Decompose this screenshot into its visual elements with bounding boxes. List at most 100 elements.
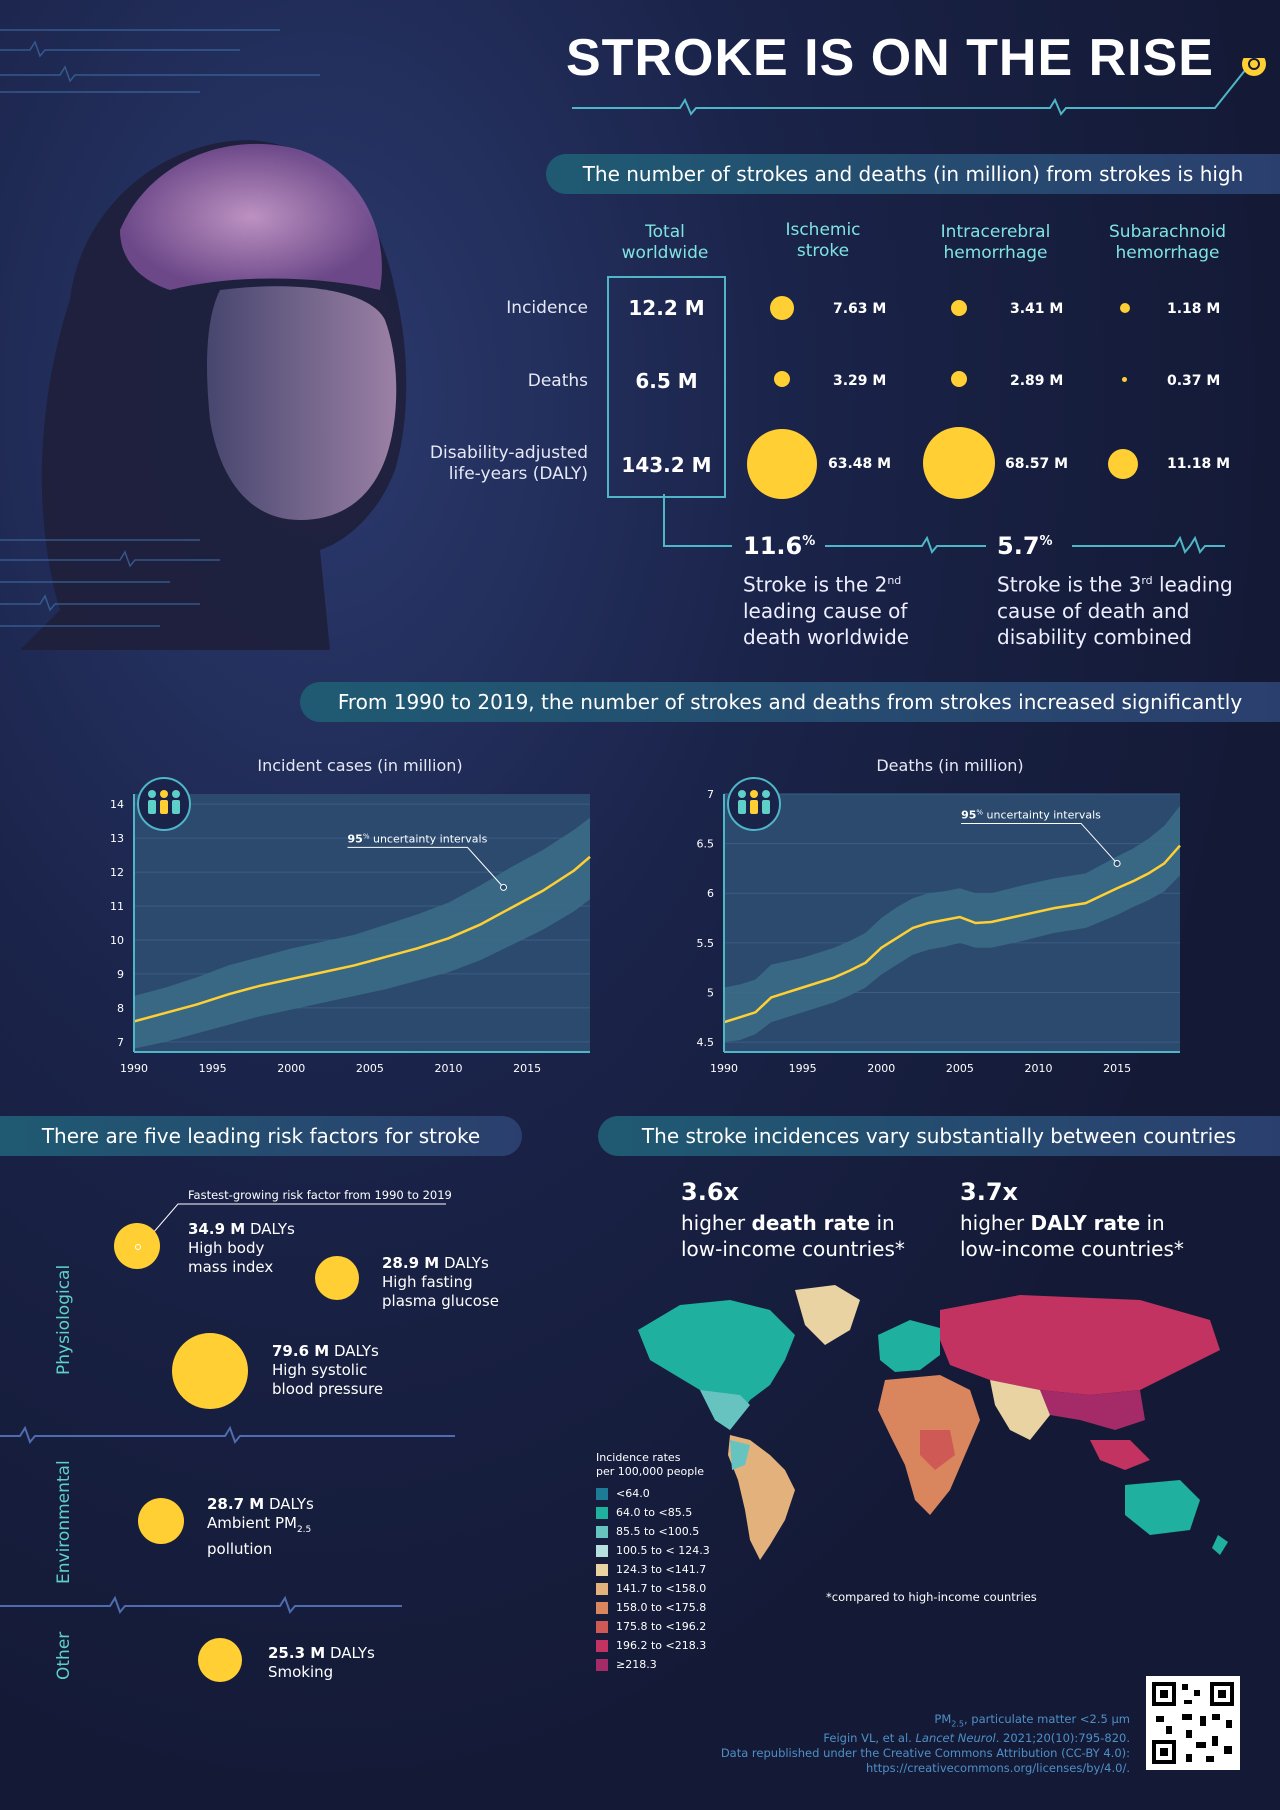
total-incidence: 12.2 M — [628, 296, 705, 320]
legend-title-l2: per 100,000 people — [596, 1465, 705, 1478]
uncertainty-band — [724, 805, 1180, 1043]
map-southeast-asia — [1090, 1440, 1150, 1470]
stat1-value: 11.6% — [743, 532, 815, 560]
chart1-title: Incident cases (in million) — [257, 756, 463, 775]
chart2-title: Deaths (in million) — [876, 756, 1024, 775]
map-new-zealand — [1212, 1535, 1228, 1555]
stat2-l3: disability combined — [997, 624, 1192, 649]
legend-label: 124.3 to <141.7 — [616, 1563, 707, 1576]
risk-smoking-value: 25.3 M — [268, 1644, 326, 1662]
legend-item: 175.8 to <196.2 — [596, 1620, 706, 1633]
y-tick-label: 7 — [117, 1036, 124, 1049]
risk-smoking-unit: DALYs — [325, 1644, 375, 1662]
deaths-chart: 4.5 5 5.5 6 6.5 7 1990 1995 2000 2005 2010 2015 95% … — [697, 777, 1181, 1075]
stat1-l1sup: nd — [887, 574, 902, 587]
val-ischemic-deaths: 3.29 M — [833, 373, 887, 389]
risk-pm-sub: 2.5 — [296, 1525, 312, 1535]
y-tick-label: 10 — [110, 934, 124, 947]
col-ischemic-l1: Ischemic — [785, 220, 861, 240]
map-central-africa — [920, 1430, 955, 1470]
x-tick-label: 1990 — [710, 1062, 738, 1075]
stat1-l3: death worldwide — [743, 624, 910, 649]
col-intracerebral-l2: hemorrhage — [943, 243, 1048, 263]
qr-pattern — [1152, 1682, 1234, 1764]
footer-l2b: Lancet Neurol — [915, 1731, 996, 1746]
val-ischemic-incidence: 7.63 M — [833, 301, 887, 317]
y-tick-label: 14 — [110, 798, 124, 811]
footer-l4: https://creativecommons.org/licenses/by/… — [865, 1761, 1130, 1776]
legend-label: 196.2 to <218.3 — [616, 1639, 707, 1652]
x-tick-label: 2010 — [1024, 1062, 1052, 1075]
col-subarachnoid: Subarachnoid hemorrhage — [1090, 222, 1245, 264]
row-label-daly: Disability-adjusted life-years (DALY) — [430, 443, 588, 485]
val-intracerebral-deaths: 2.89 M — [1010, 373, 1064, 389]
row-label-incidence: Incidence — [506, 298, 588, 318]
stat1-text: Stroke is the 2nd leading cause of death… — [743, 568, 909, 650]
legend-label: ≥218.3 — [616, 1658, 657, 1671]
dot-risk-glucose — [315, 1256, 359, 1300]
x-tick-label: 2015 — [513, 1062, 541, 1075]
map-note: *compared to high-income countries — [826, 1590, 1037, 1604]
legend-item: 196.2 to <218.3 — [596, 1639, 706, 1652]
stat1-l1: Stroke is the 2 — [743, 572, 888, 597]
qr-code[interactable] — [1146, 1676, 1240, 1770]
legend-title: Incidence rates per 100,000 people — [596, 1451, 704, 1479]
row-label-daly-l1: Disability-adjusted — [429, 443, 588, 463]
dot-intracerebral-incidence — [951, 300, 967, 316]
decor-lines-top — [0, 29, 320, 93]
y-tick-label: 8 — [117, 1002, 124, 1015]
risk-pm: 28.7 M DALYs Ambient PM2.5 pollution — [207, 1495, 314, 1559]
risk-smoking: 25.3 M DALYs Smoking — [268, 1644, 375, 1682]
legend-label: 175.8 to <196.2 — [616, 1620, 707, 1633]
col-total-l1: Total — [645, 222, 685, 242]
x-tick-label: 2010 — [434, 1062, 462, 1075]
risk-bmi-name1: High body — [188, 1239, 265, 1257]
val-ischemic-daly: 63.48 M — [828, 456, 892, 472]
legend-swatch — [596, 1487, 608, 1500]
y-tick-label: 9 — [117, 968, 124, 981]
dot-subarachnoid-daly — [1108, 449, 1138, 479]
total-box — [607, 276, 726, 498]
x-tick-label: 2000 — [867, 1062, 895, 1075]
legend-item: 124.3 to <141.7 — [596, 1563, 706, 1576]
footer-l2c: . 2021;20(10):795-820. — [995, 1731, 1130, 1746]
stat2-text: Stroke is the 3rd leading cause of death… — [997, 568, 1233, 650]
y-tick-label: 5 — [707, 986, 714, 999]
y-tick-label: 12 — [110, 866, 124, 879]
stat2-num: 5.7 — [997, 532, 1040, 560]
stat1-unit: % — [802, 534, 816, 549]
legend-swatch — [596, 1582, 608, 1595]
val-subarachnoid-deaths: 0.37 M — [1167, 373, 1221, 389]
footer-l1b: , particulate matter <2.5 µm — [963, 1712, 1130, 1726]
legend-item: ≥218.3 — [596, 1658, 657, 1671]
stat2-l1: Stroke is the 3 — [997, 572, 1142, 597]
legend-item: 64.0 to <85.5 — [596, 1506, 692, 1519]
legend-item: <64.0 — [596, 1487, 650, 1500]
map-south-america — [728, 1435, 795, 1560]
page-title: STROKE IS ON THE RISE — [566, 29, 1214, 87]
x-tick-label: 2000 — [277, 1062, 305, 1075]
x-tick-label: 2015 — [1103, 1062, 1131, 1075]
legend-item: 85.5 to <100.5 — [596, 1525, 699, 1538]
y-tick-label: 13 — [110, 832, 124, 845]
x-tick-label: 2005 — [356, 1062, 384, 1075]
map-china — [1040, 1390, 1145, 1430]
legend-item: 100.5 to < 124.3 — [596, 1544, 710, 1557]
section4-banner: The stroke incidences vary substantially… — [598, 1116, 1280, 1156]
legend-item: 141.7 to <158.0 — [596, 1582, 706, 1595]
stat1-l2: leading cause of — [743, 598, 908, 623]
y-tick-label: 6 — [707, 887, 714, 900]
annotation-label: 95% uncertainty intervals — [348, 832, 488, 845]
risk-bp-name2: blood pressure — [272, 1380, 384, 1398]
series-line — [133, 855, 591, 1023]
dot-risk-pm — [138, 1498, 184, 1544]
annotation-leader — [961, 822, 1118, 864]
map-stat2-b: DALY rate — [1030, 1211, 1141, 1235]
section2-banner: From 1990 to 2019, the number of strokes… — [300, 682, 1280, 722]
section1-banner: The number of strokes and deaths (in mil… — [546, 154, 1280, 194]
legend-swatch — [596, 1563, 608, 1576]
stat2-l2: cause of death and — [997, 598, 1190, 623]
stat-connector — [663, 494, 1225, 554]
title-underline — [572, 58, 1266, 116]
group-physiological: Physiological — [54, 1264, 74, 1375]
